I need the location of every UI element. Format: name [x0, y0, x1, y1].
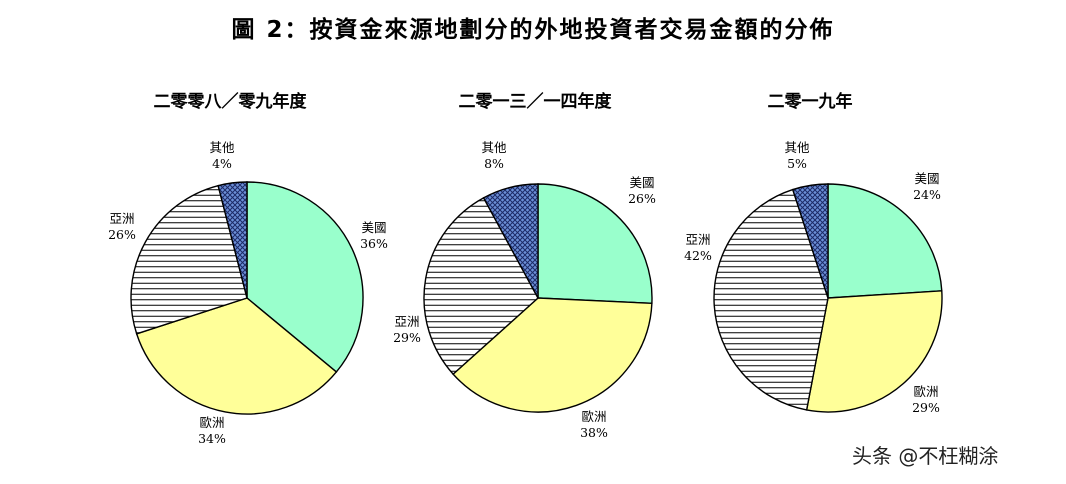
slice-value-other: 8%	[484, 156, 504, 171]
slice-value-usa: 24%	[913, 187, 941, 202]
pie-slice-asia	[423, 196, 539, 376]
pie-title: 二零一九年	[768, 91, 853, 112]
slice-value-asia: 42%	[684, 248, 712, 263]
pie-slice-asia	[130, 184, 248, 335]
slice-value-other: 4%	[212, 156, 232, 171]
pie-slice-usa	[827, 183, 943, 299]
pie-title: 二零零八／零九年度	[154, 91, 308, 112]
pie-slice-other	[482, 183, 539, 299]
pie-slice-europe	[135, 297, 338, 415]
pie-slice-europe	[452, 297, 653, 413]
slice-label-other: 其他	[481, 140, 507, 155]
pie-slice-asia	[713, 188, 829, 411]
slice-value-europe: 34%	[198, 431, 226, 446]
slice-label-usa: 美國	[629, 175, 654, 190]
slice-label-europe: 歐洲	[913, 384, 938, 399]
slice-label-usa: 美國	[914, 171, 939, 186]
slice-value-asia: 29%	[393, 330, 421, 345]
slice-value-other: 5%	[787, 156, 807, 171]
slice-label-europe: 歐洲	[199, 415, 224, 430]
slice-value-usa: 36%	[360, 236, 388, 251]
slice-label-other: 其他	[784, 140, 810, 155]
watermark: 头条 @不枉糊涂	[852, 444, 999, 468]
slice-value-europe: 38%	[580, 425, 608, 440]
pie-slice-other	[791, 183, 829, 299]
pie-slice-usa	[246, 181, 364, 373]
slice-label-usa: 美國	[361, 220, 386, 235]
pie-slice-usa	[537, 183, 653, 305]
figure-title: 圖 2：按資金來源地劃分的外地投資者交易金額的分佈	[231, 17, 835, 43]
slice-label-europe: 歐洲	[581, 409, 606, 424]
slice-value-asia: 26%	[108, 227, 136, 242]
slice-label-asia: 亞洲	[685, 232, 710, 247]
slice-label-asia: 亞洲	[109, 211, 134, 226]
pie-title: 二零一三／一四年度	[459, 91, 613, 112]
slice-label-asia: 亞洲	[394, 314, 419, 329]
slice-value-usa: 26%	[628, 191, 656, 206]
slice-value-europe: 29%	[912, 400, 940, 415]
slice-label-other: 其他	[209, 140, 235, 155]
pie-slice-europe	[805, 290, 943, 413]
pie-slice-other	[217, 181, 248, 299]
